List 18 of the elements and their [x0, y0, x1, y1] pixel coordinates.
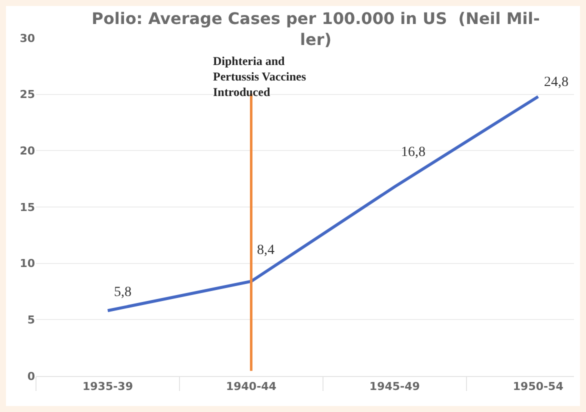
x-tick-label: 1940-44	[226, 380, 277, 394]
data-label: 24,8	[544, 75, 568, 90]
y-tick-label: 30	[20, 32, 36, 45]
x-tick-label: 1935-39	[82, 380, 133, 394]
x-tick-label: 1950-54	[512, 380, 564, 394]
y-tick-label: 20	[20, 144, 36, 158]
y-tick-label: 0	[27, 370, 36, 383]
chart-title: Polio: Average Cases per 100.000 in US (Neil Mil- ler)	[92, 9, 540, 49]
line-series	[106, 95, 540, 312]
ref-line-label: Diphteria and Pertussis Vaccines Introduced	[213, 54, 306, 100]
data-label: 16,8	[401, 145, 426, 160]
data-label: 8,4	[257, 243, 274, 258]
y-tick-label: 5	[27, 314, 35, 327]
y-tick-label: 15	[20, 200, 35, 214]
y-tick-label: 25	[20, 88, 35, 102]
data-label: 5,8	[114, 285, 132, 300]
x-tick-label: 1945-49	[369, 380, 420, 394]
y-tick-label: 10	[20, 257, 36, 270]
